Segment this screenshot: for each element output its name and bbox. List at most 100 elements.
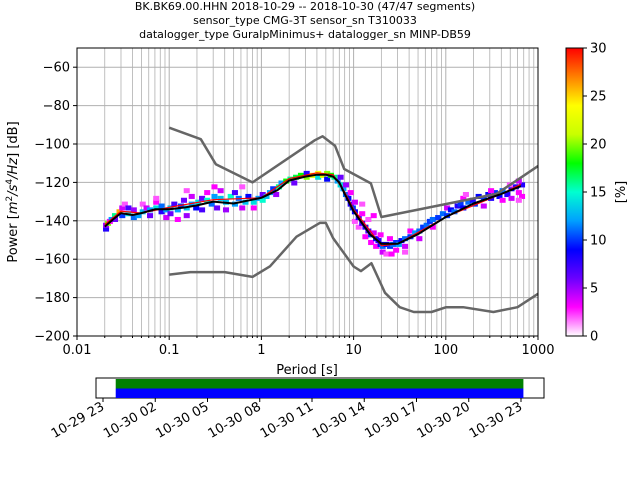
histogram-cell bbox=[188, 193, 195, 199]
histogram-cell bbox=[519, 182, 526, 188]
x-tick-label: 0.01 bbox=[63, 343, 92, 358]
histogram-cell bbox=[370, 213, 377, 219]
histogram-cell bbox=[457, 201, 464, 207]
timeline-tick-label: 10-30 11 bbox=[258, 399, 316, 441]
histogram-cell bbox=[416, 228, 423, 234]
histogram-cell bbox=[174, 216, 181, 222]
histogram-cell bbox=[365, 216, 372, 222]
histogram-cell bbox=[204, 190, 211, 196]
histogram-cell bbox=[368, 240, 375, 246]
mean-curve bbox=[104, 173, 522, 245]
histogram-cell bbox=[373, 243, 380, 249]
histogram-cell bbox=[398, 238, 405, 244]
colorbar-tick-label: 10 bbox=[590, 234, 607, 249]
histogram-cell bbox=[199, 207, 206, 213]
colorbar bbox=[565, 47, 584, 337]
histogram-cell bbox=[303, 170, 310, 176]
histogram-cell bbox=[158, 209, 165, 215]
histogram-cell bbox=[177, 203, 185, 209]
timeline-tick-label: 10-30 02 bbox=[101, 399, 159, 441]
histogram-cell bbox=[222, 207, 230, 213]
histogram-cell bbox=[469, 197, 476, 203]
histogram-cell bbox=[439, 211, 446, 217]
histogram-cell bbox=[208, 201, 215, 207]
y-axis: −60 −80 −100 −120 −140 −160 −180 −200 bbox=[34, 61, 77, 345]
histogram-cell bbox=[143, 205, 150, 211]
histogram-cell bbox=[242, 199, 249, 205]
histogram-cell bbox=[183, 213, 190, 219]
histogram-cell bbox=[355, 224, 362, 230]
histogram-cell bbox=[416, 236, 423, 242]
curves bbox=[104, 126, 539, 314]
histogram-cell bbox=[278, 180, 285, 186]
y-tick-label: −200 bbox=[34, 330, 70, 345]
timeline-bar bbox=[115, 388, 524, 398]
histogram-cell bbox=[420, 224, 427, 230]
histogram-cell bbox=[515, 190, 522, 196]
histogram-cell bbox=[167, 211, 174, 217]
timeline-bar bbox=[115, 379, 524, 389]
histogram-cell bbox=[245, 193, 252, 199]
x-axis: 0.01 0.1 1 10 100 1000 bbox=[63, 336, 555, 358]
x-tick-label: 100 bbox=[433, 343, 458, 358]
histogram-cell bbox=[351, 218, 358, 224]
title-line-1: BK.BK69.00.HHN 2018-10-29 -- 2018-10-30 … bbox=[135, 0, 475, 13]
histogram-cell bbox=[135, 213, 142, 219]
x-axis-label: Period [s] bbox=[276, 363, 338, 378]
histogram-cell bbox=[362, 234, 369, 240]
y-tick-label: −120 bbox=[34, 176, 70, 191]
histogram-cell bbox=[315, 174, 322, 180]
histogram-cell bbox=[465, 199, 472, 205]
colorbar-tick-label: 15 bbox=[590, 186, 607, 201]
histogram-cell bbox=[183, 188, 190, 194]
histogram-cell bbox=[388, 251, 395, 257]
histogram-cell bbox=[508, 195, 515, 201]
histogram-cell bbox=[519, 193, 526, 199]
histogram-cell bbox=[103, 226, 110, 232]
histogram-cell bbox=[119, 205, 126, 211]
colorbar-tick-label: 0 bbox=[590, 330, 598, 345]
histogram-cell bbox=[158, 203, 165, 209]
histogram-cell bbox=[153, 205, 160, 211]
colorbar-tick-label: 20 bbox=[590, 138, 607, 153]
histogram-cell bbox=[250, 199, 257, 205]
timeline-tick-label: 10-30 05 bbox=[153, 399, 211, 441]
histogram-cell bbox=[359, 201, 366, 207]
histogram-cell bbox=[147, 213, 154, 219]
histogram-cell bbox=[275, 184, 282, 190]
histogram-cell bbox=[111, 216, 119, 222]
histogram-cell bbox=[139, 201, 146, 207]
histogram-cell bbox=[480, 203, 487, 209]
histogram-cell bbox=[174, 207, 181, 213]
histogram-cell bbox=[379, 243, 386, 249]
histogram-cell bbox=[447, 207, 454, 213]
histogram-cell bbox=[291, 180, 298, 186]
histogram-cell bbox=[435, 215, 442, 221]
y-tick-label: −60 bbox=[43, 61, 70, 76]
x-tick-label: 0.1 bbox=[159, 343, 180, 358]
timeline-tick-label: 10-30 14 bbox=[310, 399, 368, 441]
y-tick-label: −160 bbox=[34, 253, 70, 268]
histogram-cell bbox=[217, 188, 224, 194]
histogram-cell bbox=[171, 201, 178, 207]
histogram-cell bbox=[130, 207, 137, 213]
histogram-cell bbox=[460, 195, 467, 201]
histogram-cell bbox=[379, 249, 386, 255]
histogram-cell bbox=[359, 211, 366, 217]
x-tick-label: 1 bbox=[257, 343, 265, 358]
histogram-cell bbox=[488, 188, 495, 194]
colorbar-tick-label: 30 bbox=[590, 42, 607, 57]
histogram-cell bbox=[515, 197, 522, 203]
histogram-cell bbox=[227, 193, 234, 199]
histogram-cell bbox=[393, 247, 400, 253]
histogram-cell bbox=[193, 205, 200, 211]
histogram-cell bbox=[121, 201, 128, 207]
histogram-cell bbox=[402, 236, 409, 242]
histogram-cell bbox=[491, 190, 498, 196]
histogram-cell bbox=[231, 190, 238, 196]
plot-background bbox=[77, 48, 538, 336]
y-tick-label: −80 bbox=[43, 99, 70, 114]
colorbar-ticks: 0 5 10 15 20 25 30 bbox=[583, 42, 607, 345]
histogram-cell bbox=[180, 197, 187, 203]
